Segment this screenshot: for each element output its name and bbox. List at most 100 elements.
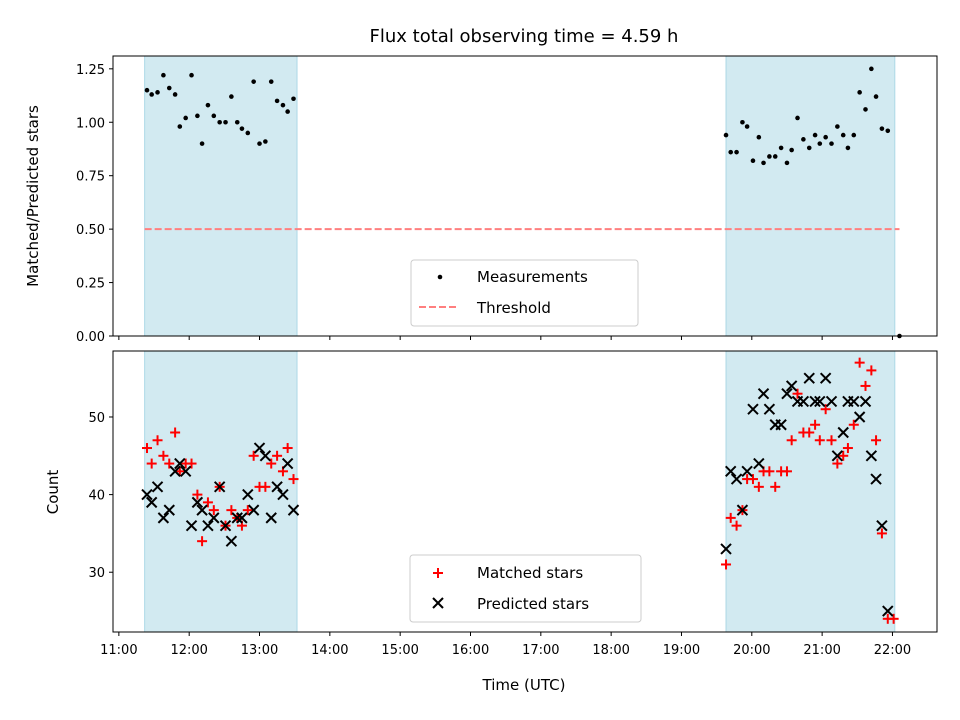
matched-star-point <box>282 443 293 454</box>
predicted-star-point <box>781 387 793 400</box>
x-tick-label: 17:00 <box>522 643 559 658</box>
matched-star-point <box>146 458 157 469</box>
count-points <box>141 357 899 624</box>
predicted-star-point <box>174 457 186 470</box>
matched-star-point <box>747 474 758 485</box>
measurement-point <box>873 94 879 99</box>
predicted-star-point <box>151 481 164 493</box>
measurement-point <box>840 132 846 138</box>
matched-star-point <box>208 505 219 516</box>
measurement-point <box>857 90 862 95</box>
bottom-panel: 30 40 50 11:00 12:00 13:00 14:00 15:00 16:00 17:… <box>44 350 938 694</box>
legend-predicted-label: Predicted stars <box>477 595 589 613</box>
measurement-point <box>161 72 166 78</box>
matched-star-point <box>848 419 859 430</box>
matched-star-point <box>792 388 803 399</box>
y-tick-label: 0.50 <box>76 223 105 238</box>
matched-star-point <box>260 481 271 492</box>
measurement-point <box>772 154 778 159</box>
predicted-star-point <box>797 395 810 408</box>
x-tick-label: 14:00 <box>311 643 348 658</box>
predicted-star-point <box>236 512 248 524</box>
matched-star-point <box>141 443 152 454</box>
matched-star-point <box>170 427 181 438</box>
measurement-point <box>177 124 183 129</box>
top-legend-box <box>410 259 639 327</box>
legend-predicted-marker <box>432 597 444 609</box>
x-tick-label: 20:00 <box>733 643 770 658</box>
predicted-star-point <box>277 488 289 501</box>
measurement-point <box>728 149 734 155</box>
matched-star-point <box>202 497 213 508</box>
bottom-x-ticks: 11:00 12:00 13:00 14:00 15:00 16:00 17:00 18:00… <box>100 632 911 658</box>
measurement-point <box>223 119 228 125</box>
predicted-star-point <box>870 473 882 485</box>
predicted-star-point <box>859 395 872 408</box>
bottom-legend-box <box>409 554 642 623</box>
predicted-star-point <box>876 519 888 532</box>
bottom-legend: Matched stars Predicted stars <box>409 554 642 623</box>
y-tick-label: 0.00 <box>76 330 105 345</box>
predicted-star-point <box>157 512 170 524</box>
measurement-point <box>245 130 251 136</box>
x-tick-label: 18:00 <box>592 643 629 658</box>
bottom-y-ticks: 30 40 50 <box>88 411 113 581</box>
y-tick-label: 30 <box>88 566 105 581</box>
matched-star-point <box>770 481 781 492</box>
x-tick-label: 21:00 <box>803 643 840 658</box>
predicted-star-point <box>231 512 243 524</box>
predicted-star-point <box>724 465 737 478</box>
predicted-star-point <box>741 465 753 478</box>
matched-star-point <box>810 419 821 430</box>
observing-band <box>725 55 896 337</box>
top-x-ticks <box>118 336 893 340</box>
predicted-star-point <box>747 403 759 415</box>
measurement-point <box>806 145 812 151</box>
measurement-point <box>863 107 868 112</box>
measurement-point <box>155 90 160 95</box>
measurement-point <box>869 66 874 72</box>
measurement-point <box>879 126 885 131</box>
measurement-point <box>885 128 891 134</box>
predicted-star-point <box>763 403 776 415</box>
predicted-star-point <box>196 504 208 516</box>
measurement-point <box>144 87 150 93</box>
predicted-star-point <box>169 465 181 478</box>
predicted-star-point <box>141 488 153 501</box>
legend-threshold-label: Threshold <box>476 299 551 317</box>
predicted-star-point <box>736 504 749 516</box>
predicted-star-point <box>208 512 220 524</box>
x-tick-label: 15:00 <box>381 643 418 658</box>
predicted-star-point <box>281 457 294 470</box>
predicted-star-point <box>720 543 732 555</box>
y-tick-label: 0.75 <box>76 170 105 185</box>
top-bands <box>144 55 896 337</box>
matched-star-point <box>158 450 169 461</box>
measurement-point <box>268 79 274 84</box>
measurement-point <box>784 160 790 166</box>
matched-star-point <box>838 450 849 461</box>
measurement-point <box>829 141 834 146</box>
measurement-point <box>723 132 729 138</box>
predicted-star-point <box>809 395 821 408</box>
predicted-star-point <box>185 519 198 532</box>
predicted-star-point <box>803 372 815 384</box>
matched-star-point <box>876 528 887 539</box>
predicted-star-point <box>819 372 832 384</box>
matched-star-point <box>266 458 277 469</box>
matched-star-point <box>842 443 853 454</box>
predicted-star-point <box>265 512 277 524</box>
measurement-point <box>734 149 739 155</box>
measurement-point <box>795 115 800 121</box>
y-tick-label: 1.00 <box>76 116 105 131</box>
matched-star-point <box>197 536 208 547</box>
predicted-star-point <box>730 473 743 485</box>
y-tick-label: 0.25 <box>76 277 105 292</box>
matched-star-point <box>820 404 831 415</box>
measurement-point <box>239 126 245 131</box>
legend-matched-label: Matched stars <box>477 564 583 582</box>
top-panel: 0.00 0.25 0.50 0.75 1.00 1.25 Matched/Predict… <box>24 55 938 345</box>
measurement-point <box>205 102 211 108</box>
predicted-star-point <box>814 395 826 408</box>
measurement-point <box>761 160 766 166</box>
